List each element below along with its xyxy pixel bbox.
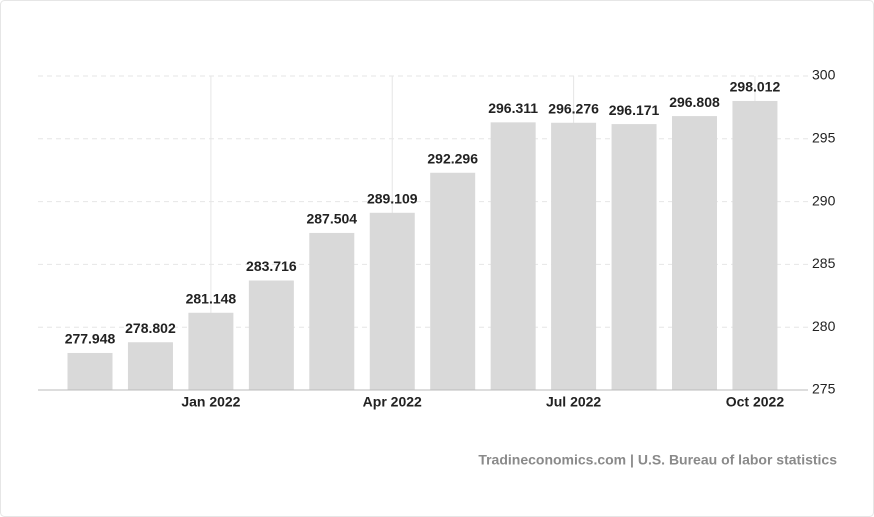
- y-tick-label: 295: [812, 130, 836, 146]
- bar: [309, 232, 355, 390]
- value-label: 298.012: [730, 79, 781, 95]
- y-tick-label: 290: [812, 192, 836, 208]
- x-tick-label: Jan 2022: [181, 394, 240, 410]
- value-label: 292.296: [427, 150, 478, 166]
- x-tick-label: Apr 2022: [363, 394, 422, 410]
- value-label: 278.802: [125, 320, 176, 336]
- x-tick-label: Jul 2022: [546, 394, 601, 410]
- value-label: 277.948: [65, 331, 116, 347]
- value-label: 281.148: [186, 290, 237, 306]
- value-label: 296.808: [669, 94, 720, 110]
- y-tick-label: 300: [812, 67, 836, 83]
- y-tick-label: 285: [812, 255, 836, 271]
- bar: [430, 172, 476, 390]
- value-label: 283.716: [246, 258, 297, 274]
- bar: [188, 312, 234, 390]
- source: Tradineconomics.com | U.S. Bureau of lab…: [478, 452, 837, 468]
- value-label: 287.504: [306, 211, 357, 227]
- bar: [369, 212, 415, 390]
- y-tick-label: 275: [812, 381, 836, 397]
- bar: [551, 122, 597, 390]
- value-label: 289.109: [367, 190, 418, 206]
- value-label: 296.171: [609, 102, 660, 118]
- bar: [611, 124, 657, 391]
- bar: [490, 122, 536, 391]
- value-label: 296.311: [488, 100, 538, 116]
- y-tick-label: 280: [812, 318, 836, 334]
- x-tick-label: Oct 2022: [726, 394, 785, 410]
- bar: [672, 116, 717, 390]
- bar: [732, 100, 778, 391]
- bar: [127, 342, 173, 390]
- value-label: 296.276: [548, 100, 599, 116]
- bar: [67, 352, 113, 390]
- bar: [248, 280, 294, 390]
